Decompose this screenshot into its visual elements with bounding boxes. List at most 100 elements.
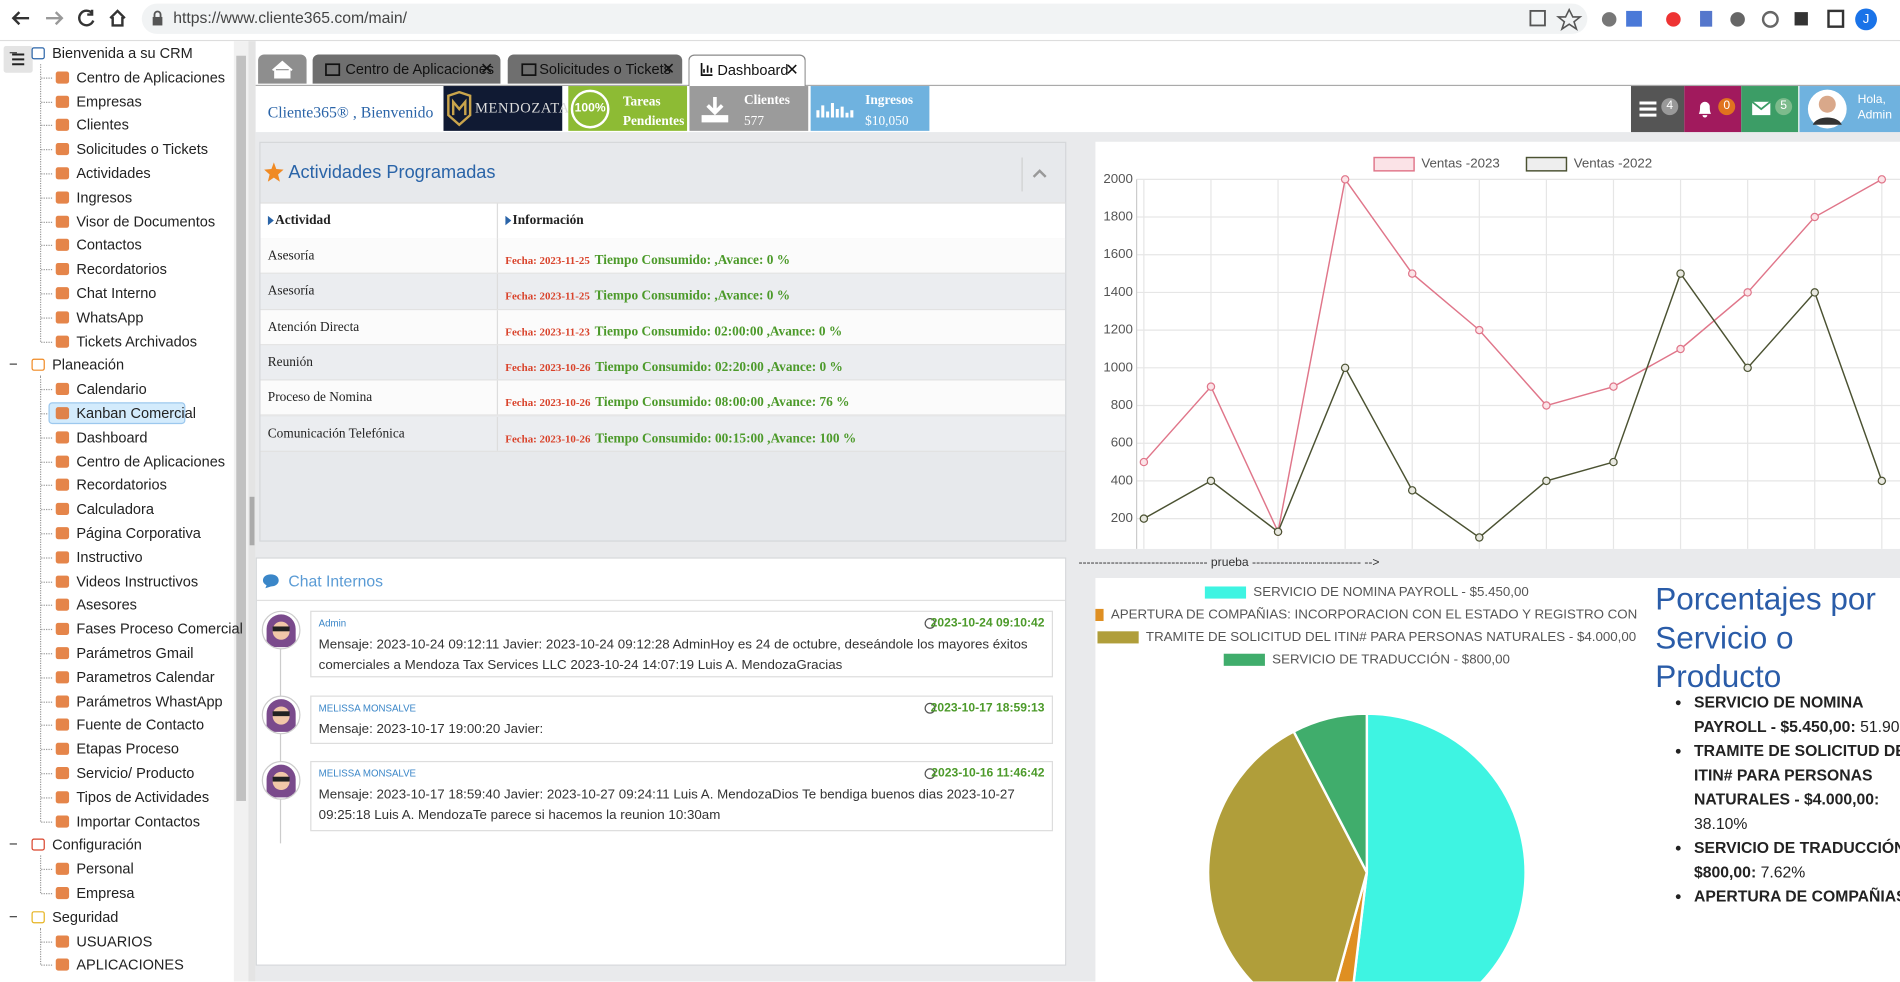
menu-item[interactable]: Servicio/ Producto: [76, 764, 195, 782]
menu-icon: [55, 527, 70, 540]
tab-label: Centro de Aplicaciones: [345, 60, 495, 78]
address-bar[interactable]: [141, 3, 1588, 34]
menu-item[interactable]: Centro de Aplicaciones: [76, 452, 226, 470]
menu-item[interactable]: Calendario: [76, 380, 147, 398]
tree-line: [41, 941, 53, 943]
menu-item[interactable]: APLICACIONES: [76, 956, 184, 974]
menu-item[interactable]: Etapas Proceso: [76, 740, 179, 758]
activity-date: Fecha: 2023-10-26: [505, 431, 591, 445]
menu-item[interactable]: Parametros Calendar: [76, 668, 215, 686]
summary-label: SERVICIO DE TRADUCCIÓN - $800,00:: [1693, 838, 1900, 881]
data-point: [1810, 212, 1819, 222]
menu-item[interactable]: Página Corporativa: [76, 524, 201, 542]
tab[interactable]: Solicitudes o Tickets ✕: [507, 54, 683, 84]
menu-item[interactable]: Actividades: [76, 164, 151, 182]
menu-group[interactable]: Planeación: [52, 356, 125, 374]
menu-item[interactable]: Clientes: [76, 116, 129, 134]
tab[interactable]: Centro de Aplicaciones ✕: [312, 54, 501, 84]
collapse-icon[interactable]: [1032, 167, 1047, 179]
activity-date: Fecha: 2023-10-26: [505, 396, 591, 409]
tree-line: [41, 125, 53, 127]
y-tick-label: 200: [1111, 510, 1133, 525]
notif-alerts[interactable]: 0: [1684, 86, 1742, 133]
menu-item[interactable]: Calculadora: [76, 500, 154, 518]
income-tile[interactable]: Ingresos $10,050: [810, 86, 930, 131]
menu-item[interactable]: Tickets Archivados: [76, 332, 198, 350]
data-point: [1407, 486, 1417, 495]
tree-line: [39, 64, 42, 342]
menu-toggle[interactable]: [3, 46, 33, 73]
legend-swatch: [1095, 608, 1104, 622]
splitter[interactable]: [248, 41, 256, 982]
table-row: Asesoría Fecha: 2023-11-25 Tiempo Consumi…: [260, 274, 1066, 310]
bars-icon: [816, 102, 854, 118]
tasks-tile[interactable]: 100% Tareas Pendientes: [568, 86, 688, 131]
menu-icon: [55, 407, 70, 420]
timeline: [279, 631, 282, 844]
avatar-glasses: [272, 626, 290, 632]
table-row: Reunión Fecha: 2023-10-26 Tiempo Consumid…: [260, 345, 1066, 381]
menu-item[interactable]: Chat Interno: [76, 284, 157, 302]
menu-group[interactable]: Configuración: [52, 836, 142, 854]
menu-item[interactable]: Kanban Comercial: [76, 404, 196, 422]
user-menu[interactable]: Hola, Admin: [1799, 86, 1900, 133]
menu-item[interactable]: Personal: [76, 860, 134, 878]
menu-item[interactable]: WhatsApp: [76, 308, 144, 326]
menu-item[interactable]: Videos Instructivos: [76, 572, 199, 590]
menu-item[interactable]: Visor de Documentos: [76, 212, 216, 230]
menu-item[interactable]: Fuente de Contacto: [76, 716, 205, 734]
data-point: [1542, 476, 1551, 486]
menu-item[interactable]: Centro de Aplicaciones: [76, 68, 226, 86]
scrollbar-thumb[interactable]: [236, 55, 246, 801]
tree-line: [41, 605, 53, 607]
menu-item[interactable]: Tipos de Actividades: [76, 788, 210, 806]
table-row: Proceso de Nomina Fecha: 2023-10-26 Tiemp…: [260, 380, 1066, 417]
menu-item[interactable]: Instructivo: [76, 548, 143, 566]
menu-item[interactable]: Importar Contactos: [76, 812, 200, 830]
tree-line: [41, 101, 53, 103]
menu-item[interactable]: Parámetros WhastApp: [76, 692, 223, 710]
tile-value: 577: [744, 113, 764, 129]
cell-divider: [496, 238, 499, 273]
menu-item[interactable]: Parámetros Gmail: [76, 644, 194, 662]
menu-item[interactable]: Recordatorios: [76, 476, 167, 494]
tree-line: [41, 341, 53, 343]
nav-buttons[interactable]: [0, 0, 145, 40]
menu-item[interactable]: Empresa: [76, 884, 135, 902]
summary-item: APERTURA DE COMPAÑIAS:: [1694, 885, 1900, 909]
menu-group[interactable]: Seguridad: [52, 908, 119, 926]
menu-item[interactable]: Empresas: [76, 92, 142, 110]
menu-item[interactable]: Dashboard: [76, 428, 148, 446]
tree-line: [41, 413, 53, 415]
home-tab[interactable]: [258, 54, 307, 84]
clock-icon: [924, 702, 936, 714]
clients-tile[interactable]: Clientes 577: [689, 86, 809, 131]
menu-item[interactable]: Fases Proceso Comercial: [76, 620, 243, 638]
cell-divider: [496, 345, 499, 380]
menu-item[interactable]: USUARIOS: [76, 932, 153, 950]
tree-line: [39, 376, 42, 822]
chat-time: 2023-10-17 18:59:13: [930, 701, 1045, 715]
data-point: [1877, 476, 1887, 486]
menu-item[interactable]: Recordatorios: [76, 260, 167, 278]
pie-slice: [1292, 712, 1369, 874]
tree-line: [41, 245, 53, 247]
toolbar-icons[interactable]: [1524, 6, 1900, 33]
mail-icon: [1751, 101, 1771, 116]
menu-group[interactable]: Bienvenida a su CRM: [52, 44, 193, 62]
menu-icon: [55, 886, 70, 900]
y-tick-label: 1600: [1103, 246, 1133, 261]
data-point: [1676, 269, 1685, 278]
notif-messages[interactable]: 5: [1741, 86, 1799, 133]
logo-text: MENDOZATAX: [474, 99, 581, 117]
badge: 0: [1718, 98, 1736, 116]
menu-item[interactable]: Asesores: [76, 596, 137, 614]
tree-line: [41, 629, 53, 631]
avatar-glasses: [272, 776, 290, 782]
menu-item[interactable]: Solicitudes o Tickets: [76, 140, 209, 158]
menu-item[interactable]: Contactos: [76, 236, 142, 254]
profile-avatar[interactable]: J: [1855, 8, 1877, 31]
y-tick-label: 400: [1111, 472, 1133, 487]
notif-tasks[interactable]: 4: [1630, 86, 1685, 133]
menu-item[interactable]: Ingresos: [76, 188, 133, 206]
